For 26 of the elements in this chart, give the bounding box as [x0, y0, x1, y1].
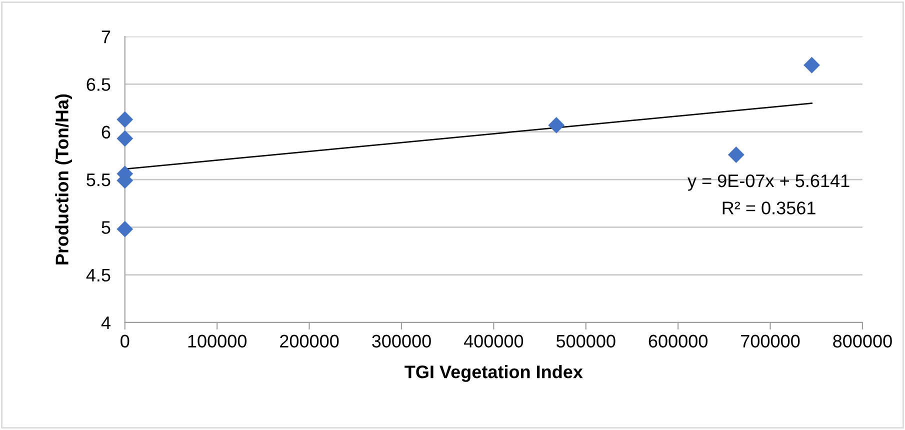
- y-tick-label: 7: [102, 30, 110, 44]
- point: [116, 130, 134, 147]
- x-axis-title: TGI Vegetation Index: [404, 365, 583, 382]
- annotation: R² = 0.3561: [722, 202, 816, 214]
- point: [116, 220, 134, 238]
- point: [548, 116, 565, 134]
- point: [116, 111, 134, 128]
- x-tick-label: 400000: [464, 334, 524, 348]
- x-tick-label: 200000: [280, 334, 339, 348]
- y-tick-label: 6: [102, 126, 110, 139]
- y-axis-title: Production (Ton/Ha): [55, 94, 72, 264]
- y-tick-label: 4: [101, 316, 110, 330]
- x-tick-label: 700000: [741, 334, 800, 348]
- x-tick-label: 800000: [833, 334, 892, 348]
- y-tick-label: 5: [102, 221, 110, 234]
- y-tick-label: 6.5: [86, 78, 110, 91]
- x-tick-label: 300000: [372, 334, 431, 348]
- point: [804, 56, 820, 74]
- y-tick-label: 4.5: [86, 268, 110, 282]
- x-tick-label: 500000: [556, 334, 616, 348]
- annotation: y = 9E-07x + 5.6141: [688, 174, 850, 191]
- y-tick-label: 5.5: [86, 174, 110, 186]
- x-tick-label: 0: [120, 334, 130, 348]
- x-tick-label: 600000: [648, 334, 708, 348]
- x-tick-label: 100000: [188, 334, 247, 348]
- point: [728, 146, 744, 163]
